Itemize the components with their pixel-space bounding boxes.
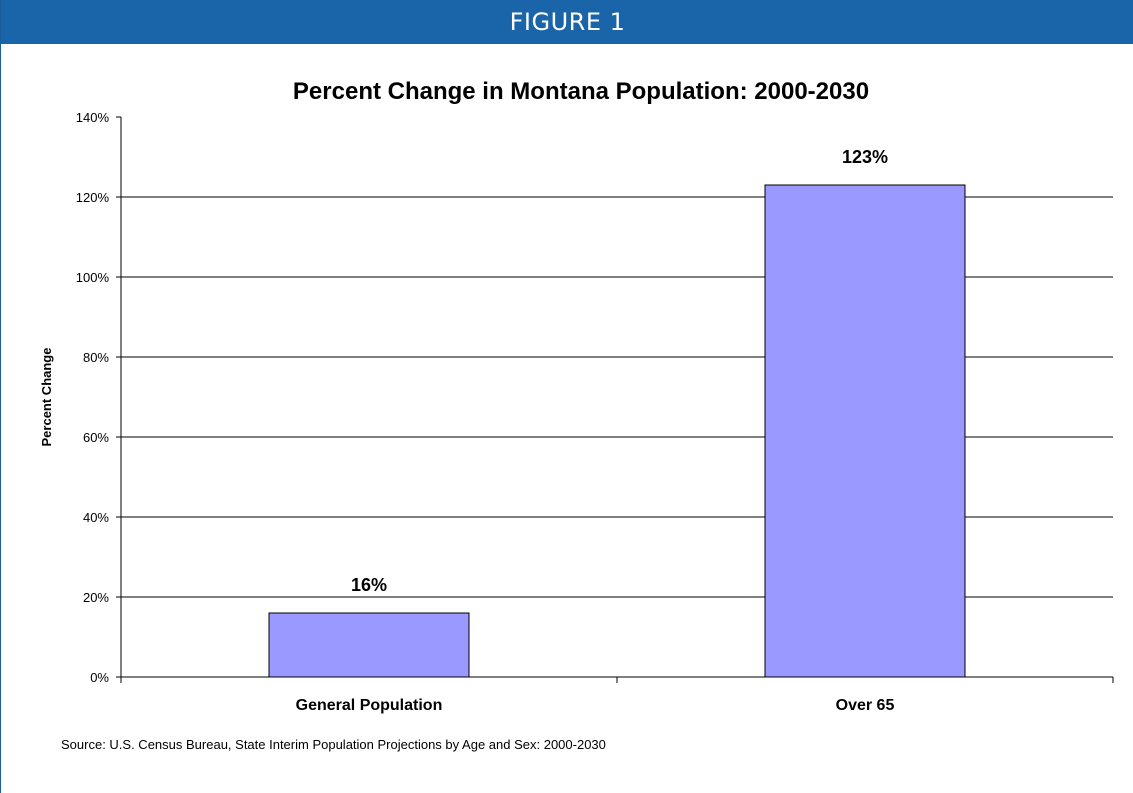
figure-banner: FIGURE 1: [1, 0, 1133, 44]
x-category-label: General Population: [296, 697, 443, 714]
x-axis-ticks: General Population Over 65: [120, 677, 1114, 714]
y-tick-label: 140%: [76, 110, 110, 125]
y-axis-title: Percent Change: [39, 348, 54, 447]
bar: [268, 612, 470, 678]
y-tick-label: 40%: [83, 510, 109, 525]
x-category-label: Over 65: [836, 697, 895, 714]
y-tick-label: 60%: [83, 430, 109, 445]
y-tick-label: 80%: [83, 350, 109, 365]
y-tick-label: 100%: [76, 270, 110, 285]
y-tick-label: 20%: [83, 590, 109, 605]
bar-chart: Percent Change in Montana Population: 20…: [39, 78, 1114, 714]
data-label: 16%: [351, 575, 387, 595]
data-labels: 16% 123%: [351, 147, 888, 595]
y-tick-label: 120%: [76, 190, 110, 205]
data-label: 123%: [842, 147, 888, 167]
y-axis-ticks: 0% 20% 40% 60% 80% 100% 120% 140%: [76, 110, 121, 685]
y-tick-label: 0%: [90, 670, 109, 685]
chart-title: Percent Change in Montana Population: 20…: [293, 78, 869, 105]
source-note: Source: U.S. Census Bureau, State Interi…: [61, 737, 606, 752]
bar: [764, 184, 966, 678]
bars: [268, 184, 966, 678]
